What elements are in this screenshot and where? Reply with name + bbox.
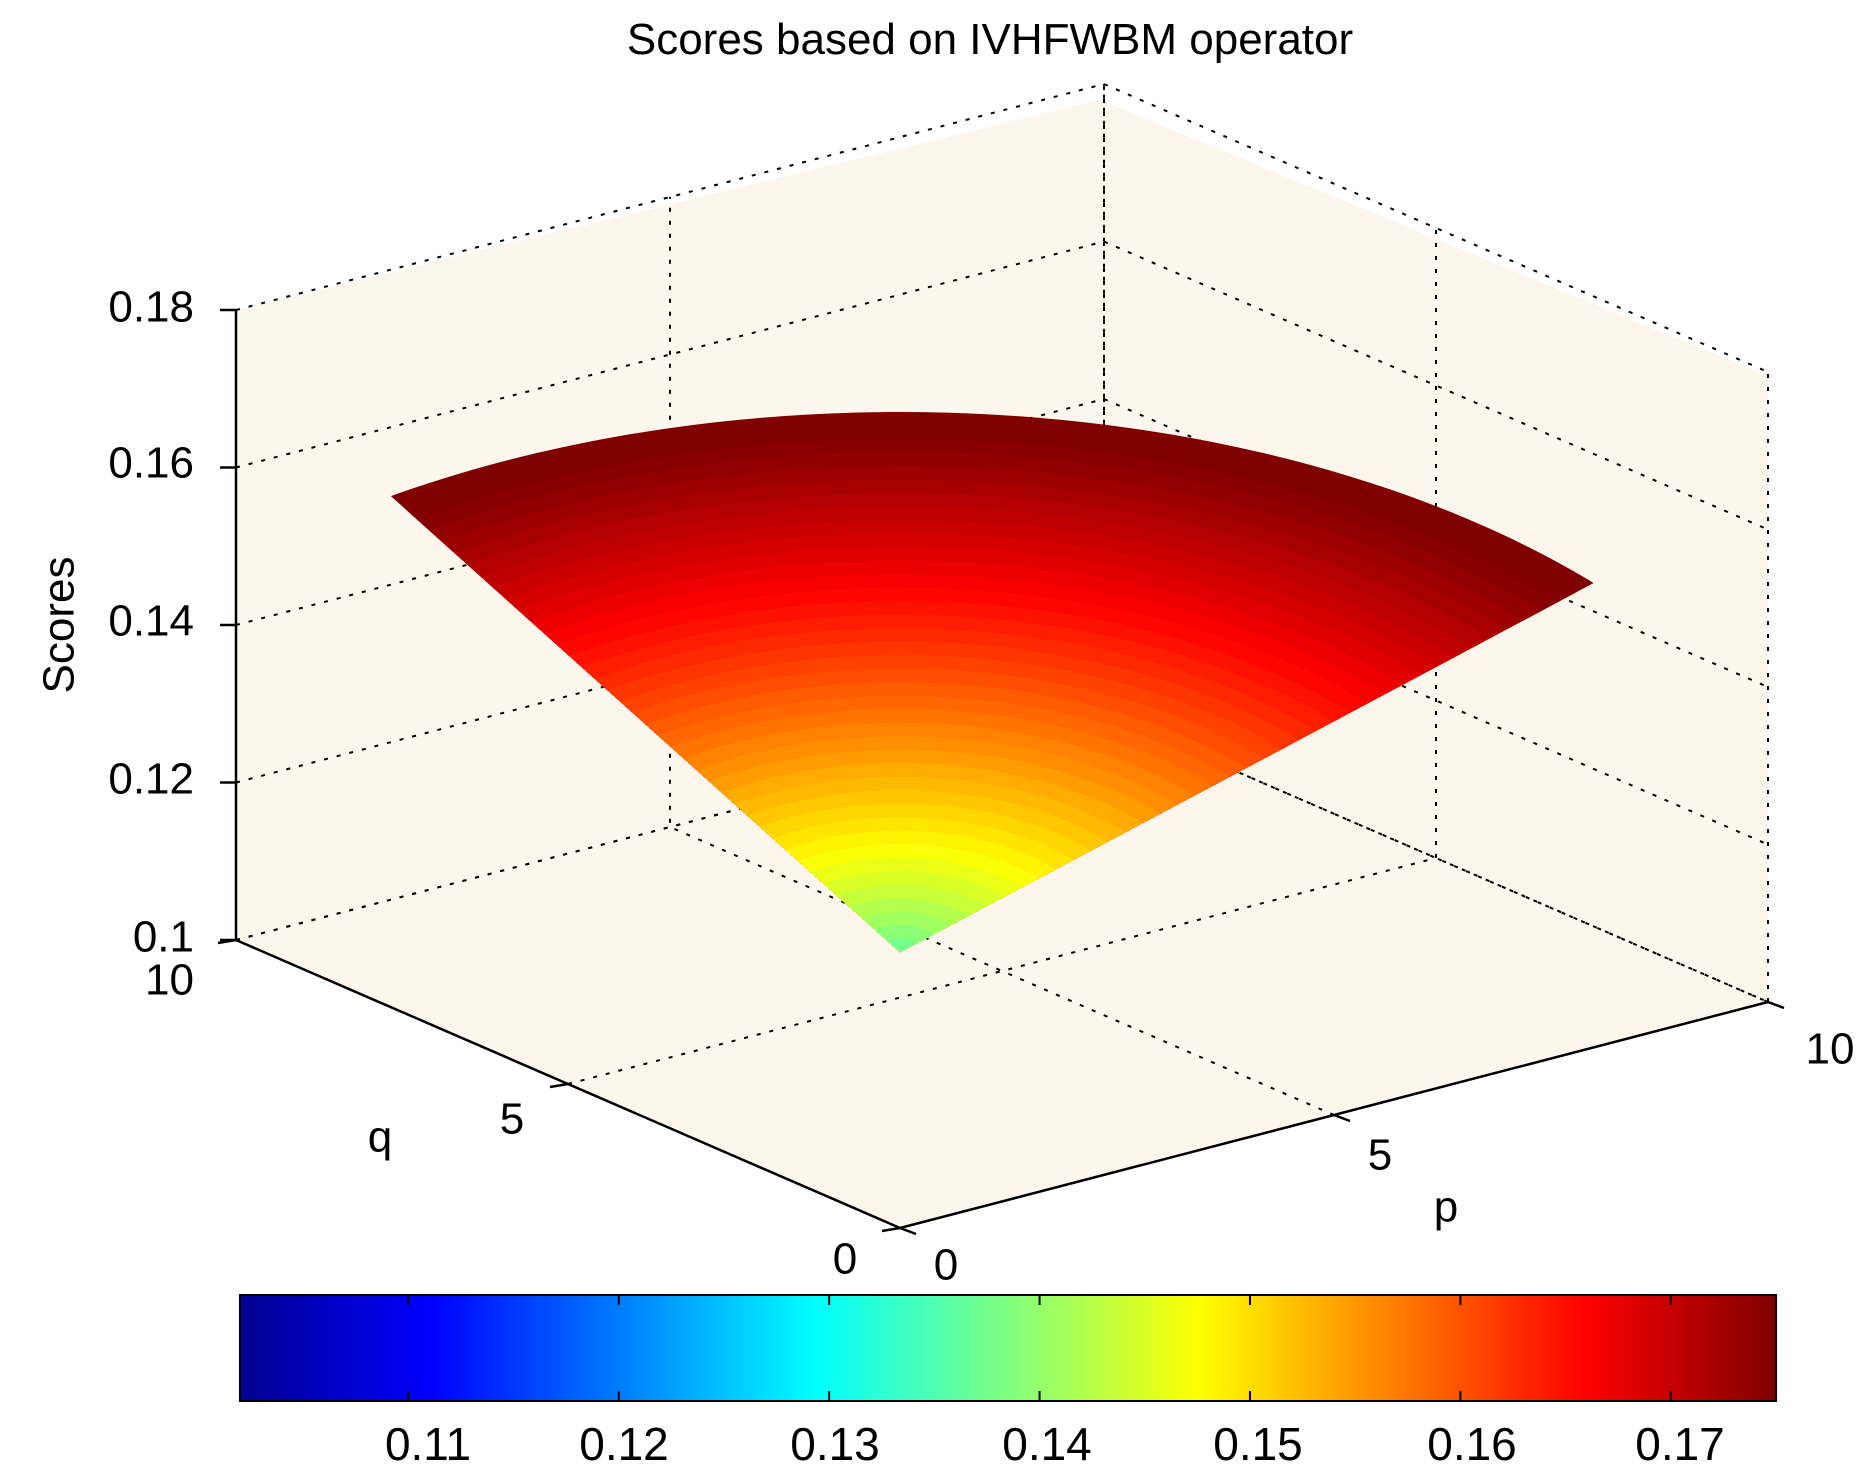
- q-tick-mark: [549, 1082, 569, 1089]
- p-tick-mark: [1333, 1113, 1351, 1123]
- q-tick-label: 10: [145, 956, 194, 1005]
- z-gridline: [235, 555, 1769, 846]
- axis-lines: [217, 308, 1785, 1236]
- z-gridline: [235, 712, 1769, 1003]
- q-tick-mark: [881, 1226, 901, 1233]
- q-gridline: [567, 228, 1437, 1085]
- colorbar-tick-label: 0.12: [579, 1418, 669, 1470]
- z-tick-label: 0.18: [108, 283, 194, 332]
- colorbar-tick-label: 0.15: [1213, 1418, 1303, 1470]
- chart-title: Scores based on IVHFWBM operator: [627, 15, 1353, 64]
- q-gridline: [899, 372, 1769, 1229]
- z-axis-ticks: 0.1 0.12 0.14 0.16 0.18: [108, 283, 194, 962]
- p-tick-mark: [1767, 1000, 1785, 1010]
- z-axis-label: Scores: [35, 557, 84, 694]
- colorbar-tick-label: 0.11: [385, 1418, 471, 1470]
- colorbar-tick-label: 0.13: [790, 1418, 880, 1470]
- z-tick-label: 0.16: [108, 439, 194, 488]
- q-axis-ticks: 10 5 0: [145, 956, 857, 1284]
- colorbar: 0.11 0.12 0.13 0.14 0.15 0.16 0.17: [239, 1294, 1777, 1470]
- colorbar-ticks: [407, 1295, 1672, 1401]
- colorbar-tick-label: 0.17: [1635, 1418, 1725, 1470]
- colorbar-gradient: [239, 1294, 1777, 1402]
- p-axis-label: p: [1434, 1183, 1458, 1232]
- z-gridline: [235, 82, 1769, 373]
- p-axis-ticks: 0 5 10: [934, 1025, 1855, 1290]
- p-tick-label: 10: [1806, 1025, 1855, 1074]
- p-tick-label: 0: [934, 1241, 958, 1290]
- z-tick-label: 0.14: [108, 597, 194, 646]
- colorbar-tick-label: 0.16: [1427, 1418, 1517, 1470]
- q-axis-label: q: [368, 1113, 392, 1162]
- z-gridline: [235, 240, 1769, 531]
- q-tick-label: 0: [833, 1235, 857, 1284]
- z-tick-label: 0.1: [133, 913, 194, 962]
- q-tick-mark: [217, 938, 237, 945]
- p-tick-mark: [899, 1226, 917, 1236]
- floor-plane: [236, 925, 1768, 1228]
- q-tick-label: 5: [500, 1095, 524, 1144]
- colorbar-tick-label: 0.14: [1002, 1418, 1092, 1470]
- p-tick-label: 5: [1368, 1131, 1392, 1180]
- z-tick-label: 0.12: [108, 755, 194, 804]
- q-gridline: [235, 84, 1105, 941]
